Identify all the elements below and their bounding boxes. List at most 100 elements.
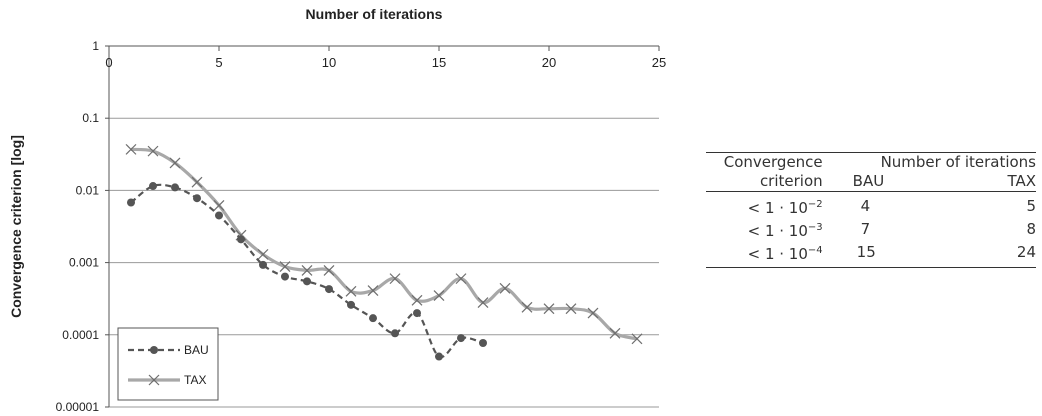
header-tax: TAX — [1007, 172, 1036, 190]
data-point-tax — [279, 261, 291, 273]
data-point-tax — [213, 199, 225, 211]
data-point-tax — [631, 333, 643, 345]
data-point-tax — [477, 297, 489, 308]
data-point-tax — [543, 303, 555, 315]
data-point-bau — [259, 260, 267, 269]
data-point-bau — [193, 194, 201, 203]
row-criterion: < 1 · 10−4 — [747, 245, 823, 263]
marker-stroke — [125, 143, 137, 155]
data-point-tax — [565, 303, 577, 315]
data-point-tax — [499, 282, 511, 294]
x-tick-label: 10 — [322, 55, 336, 70]
convergence-chart: 1 0.1 0.01 0.001 0.0001 0.00001 0 5 10 15 20 25 Numb… — [8, 6, 666, 414]
data-point-bau — [369, 314, 377, 323]
marker-stroke — [499, 282, 511, 294]
marker-stroke — [279, 261, 291, 273]
legend-box — [117, 327, 219, 401]
iterations-table: Convergence Number of iterations criteri… — [706, 152, 1036, 268]
marker-stroke — [433, 290, 445, 301]
data-point-bau — [303, 277, 311, 286]
series-line-bau — [130, 183, 484, 359]
data-point-tax — [411, 294, 423, 306]
row-bau: 4 — [852, 191, 949, 218]
series-line-tax — [130, 147, 638, 341]
marker-stroke — [543, 303, 555, 315]
data-point-bau — [281, 272, 289, 281]
data-point-tax — [125, 143, 137, 155]
y-tick-label: 0.1 — [82, 111, 99, 125]
data-point-bau — [413, 309, 421, 318]
data-point-tax — [323, 264, 335, 276]
data-point-tax — [433, 290, 445, 301]
data-point-tax — [257, 248, 269, 260]
legend-label-bau: BAU — [184, 343, 209, 357]
marker-stroke — [521, 301, 533, 313]
legend-label-tax: TAX — [184, 373, 206, 387]
data-point-tax — [609, 327, 621, 339]
data-point-bau — [237, 235, 245, 244]
marker-stroke — [631, 333, 643, 345]
marker-stroke — [565, 303, 577, 315]
row-bau: 15 — [856, 243, 876, 261]
header-bau: BAU — [852, 172, 885, 190]
data-point-bau — [325, 285, 333, 294]
data-point-bau — [479, 338, 487, 347]
y-tick-label: 0.01 — [76, 183, 100, 197]
data-point-bau — [127, 198, 135, 207]
data-point-bau — [149, 182, 157, 191]
data-point-tax — [587, 307, 599, 319]
row-criterion: < 1 · 10−3 — [747, 222, 823, 240]
marker-stroke — [477, 297, 489, 308]
marker-stroke — [213, 199, 225, 211]
header-criterion-line1: Convergence — [723, 153, 823, 171]
x-tick-label: 25 — [652, 55, 666, 70]
marker-stroke — [609, 327, 621, 339]
row-tax: 8 — [1026, 220, 1036, 238]
header-criterion-line2: criterion — [759, 172, 823, 190]
y-tick-label: 0.001 — [69, 256, 99, 270]
y-tick-label: 1 — [92, 39, 99, 53]
data-point-bau — [215, 211, 223, 220]
data-point-bau — [150, 346, 158, 354]
marker-stroke — [587, 307, 599, 319]
data-point-tax — [148, 374, 160, 386]
data-point-bau — [171, 183, 179, 192]
row-tax: 24 — [1016, 243, 1036, 261]
row-tax: 5 — [948, 191, 1036, 218]
marker-stroke — [367, 285, 379, 296]
marker-stroke — [301, 264, 313, 276]
header-group: Number of iterations — [880, 153, 1036, 171]
y-tick-label: 0.00001 — [56, 400, 100, 414]
data-point-tax — [191, 176, 203, 188]
row-criterion: < 1 · 10−2 — [706, 191, 823, 218]
x-tick-label: 15 — [432, 55, 446, 70]
data-point-bau — [391, 329, 399, 338]
marker-stroke — [169, 157, 181, 169]
data-point-bau — [435, 352, 443, 361]
x-tick-label: 20 — [542, 55, 556, 70]
data-point-tax — [301, 264, 313, 276]
marker-stroke — [147, 145, 159, 157]
data-point-tax — [455, 273, 467, 285]
x-tick-label: 0 — [105, 55, 112, 70]
marker-stroke — [148, 374, 160, 386]
data-point-bau — [457, 334, 465, 343]
data-point-tax — [345, 285, 357, 297]
marker-stroke — [257, 248, 269, 260]
marker-stroke — [345, 285, 357, 297]
y-axis-label: Convergence criterion [log] — [8, 135, 24, 318]
data-point-tax — [521, 301, 533, 313]
chart-title: Number of iterations — [306, 6, 443, 22]
data-point-tax — [169, 157, 181, 169]
chart-container: 1 0.1 0.01 0.001 0.0001 0.00001 0 5 10 15 20 25 Numb… — [8, 6, 666, 414]
y-tick-label: 0.0001 — [62, 328, 99, 342]
marker-stroke — [323, 264, 335, 276]
row-bau: 7 — [860, 220, 871, 238]
data-point-tax — [367, 285, 379, 296]
data-point-tax — [389, 273, 401, 285]
marker-stroke — [191, 176, 203, 188]
data-point-bau — [347, 300, 355, 309]
marker-stroke — [411, 294, 423, 306]
marker-stroke — [389, 273, 401, 285]
data-point-tax — [147, 145, 159, 157]
